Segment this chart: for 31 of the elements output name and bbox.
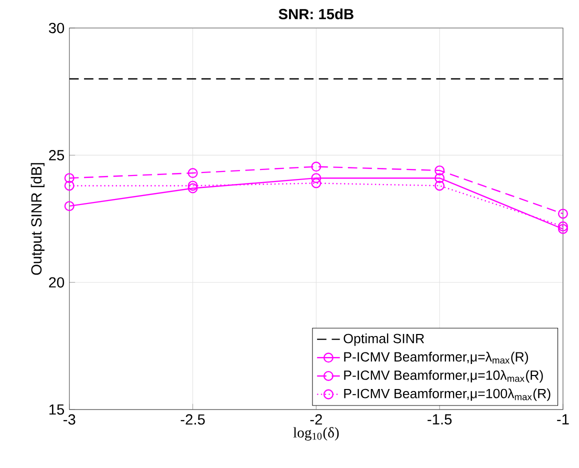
point — [311, 172, 322, 183]
point — [188, 183, 198, 194]
y-tick-label: 25 — [49, 150, 64, 160]
point — [558, 208, 568, 219]
x-tick-label: -2.5 — [180, 414, 205, 425]
x-tick-label: -3 — [64, 414, 76, 425]
x-tick-label: -1.5 — [428, 414, 452, 424]
x-axis-title: log$_{10}$(δ) — [293, 427, 339, 440]
chart-title: SNR: 15dB — [278, 8, 354, 20]
point — [311, 178, 322, 188]
y-tick-label: 15 — [49, 404, 64, 415]
point — [188, 180, 198, 191]
y-tick-label: 20 — [49, 277, 64, 288]
point — [558, 221, 568, 232]
point — [558, 224, 568, 234]
legend-label: P-ICMV Beamformer,μ=λ$_{max}$(R) — [344, 352, 528, 364]
legend-label: P-ICMV Beamformer,μ=100λ$_{max}$(R) — [344, 388, 550, 401]
x-tick-label: -2 — [310, 414, 322, 424]
point — [64, 180, 74, 191]
point — [188, 168, 198, 178]
y-tick-label: 30 — [48, 22, 64, 34]
x-tick-label: -1 — [557, 414, 569, 424]
y-axis-title: Output SINR [dB] — [30, 163, 45, 275]
point — [64, 172, 74, 183]
point — [434, 165, 445, 176]
point — [64, 200, 74, 211]
point — [434, 172, 445, 183]
legend-label: P-ICMV Beamformer,μ=10λ$_{max}$(R) — [344, 370, 543, 382]
point — [311, 162, 322, 172]
legend-label: Optimal SINR — [344, 333, 424, 346]
point — [434, 180, 445, 191]
